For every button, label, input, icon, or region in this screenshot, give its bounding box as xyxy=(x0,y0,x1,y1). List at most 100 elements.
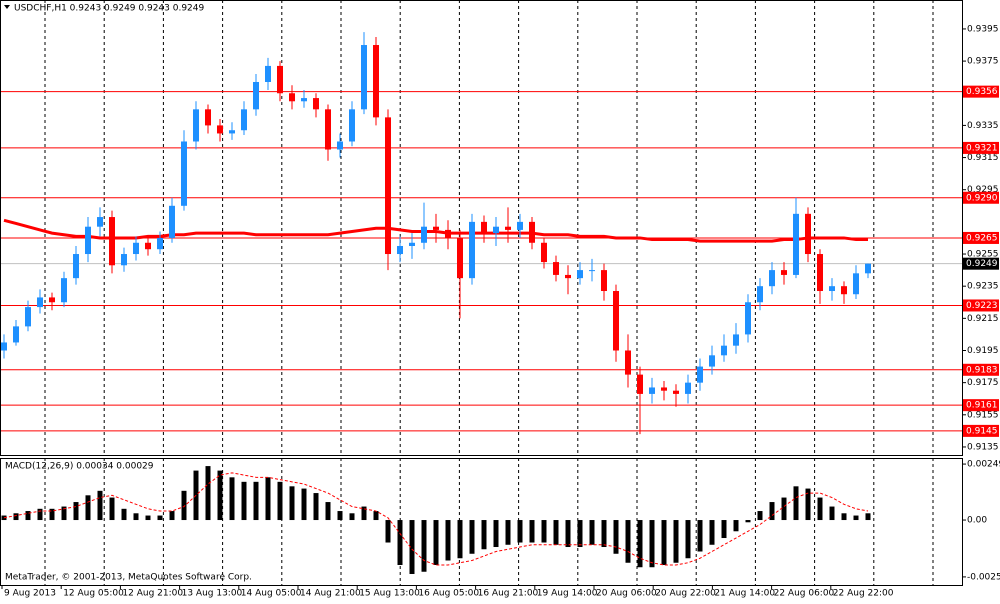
y-tick-label: 0.9195 xyxy=(967,346,999,356)
candle-body xyxy=(445,230,451,238)
macd-bar xyxy=(26,511,31,520)
candle-body xyxy=(169,206,175,238)
y-tick-label: 0.9375 xyxy=(967,57,999,67)
macd-bar xyxy=(470,520,475,554)
x-tick-label: 15 Aug 13:00 xyxy=(359,589,420,599)
candle-body xyxy=(241,109,247,130)
x-tick-label: 16 Aug 21:00 xyxy=(478,589,539,599)
macd-bar xyxy=(398,520,403,565)
macd-bar xyxy=(158,516,163,520)
macd-bar xyxy=(290,486,295,520)
y-tick-label: 0.9155 xyxy=(967,410,999,420)
macd-bar xyxy=(842,513,847,520)
candle-body xyxy=(505,227,511,230)
candle-body xyxy=(61,278,67,302)
macd-bar xyxy=(794,486,799,520)
x-tick-label: 14 Aug 05:00 xyxy=(241,589,302,599)
candle-body xyxy=(289,93,295,101)
macd-bar xyxy=(14,513,19,520)
chart-title: USDCHF,H1 0.9243 0.9249 0.9243 0.9249 xyxy=(14,4,204,14)
macd-bar xyxy=(758,511,763,520)
macd-bar xyxy=(818,498,823,520)
candle-body xyxy=(205,109,211,125)
macd-bar xyxy=(578,520,583,547)
macd-bar xyxy=(350,513,355,520)
y-tick-label: 0.9235 xyxy=(967,282,999,292)
level-label: 0.9265 xyxy=(966,233,998,243)
candle-body xyxy=(661,387,667,390)
macd-bar xyxy=(830,507,835,520)
macd-bar xyxy=(734,520,739,531)
candle-body xyxy=(817,254,823,291)
x-tick-label: 19 Aug 14:00 xyxy=(537,589,598,599)
candle-body xyxy=(457,238,463,278)
candle-body xyxy=(649,387,655,393)
y-tick-label: 0.9315 xyxy=(967,153,999,163)
macd-bar xyxy=(110,498,115,520)
y-tick-label: 0.00249 xyxy=(967,460,1000,470)
candle-body xyxy=(97,217,103,227)
candle-body xyxy=(529,222,535,243)
candle-body xyxy=(793,214,799,275)
macd-bar xyxy=(374,511,379,520)
macd-bar xyxy=(482,520,487,549)
candle-body xyxy=(781,270,787,275)
candle-body xyxy=(13,326,19,342)
macd-bar xyxy=(278,482,283,520)
macd-bar xyxy=(182,491,187,520)
macd-bar xyxy=(458,520,463,558)
macd-bar xyxy=(386,520,391,542)
macd-bar xyxy=(542,520,547,542)
y-tick-label: -0.00253 xyxy=(967,572,1000,582)
macd-bar xyxy=(650,520,655,567)
macd-bar xyxy=(722,520,727,538)
candle-body xyxy=(421,227,427,243)
candle-body xyxy=(397,246,403,254)
x-tick-label: 20 Aug 22:00 xyxy=(655,589,716,599)
candle-body xyxy=(409,243,415,246)
macd-bar xyxy=(38,509,43,520)
x-tick-label: 21 Aug 14:00 xyxy=(714,589,775,599)
macd-bar xyxy=(218,471,223,520)
y-tick-label: 0.9175 xyxy=(967,378,999,388)
macd-bar xyxy=(242,482,247,520)
candle-body xyxy=(313,98,319,109)
macd-bar xyxy=(518,520,523,542)
x-tick-label: 22 Aug 22:00 xyxy=(833,589,894,599)
candle-body xyxy=(853,273,859,294)
x-tick-label: 16 Aug 05:00 xyxy=(418,589,479,599)
macd-bar xyxy=(446,520,451,560)
macd-bar xyxy=(86,495,91,520)
candle-body xyxy=(613,291,619,350)
candle-body xyxy=(373,45,379,117)
x-tick-label: 22 Aug 06:00 xyxy=(774,589,835,599)
candle-body xyxy=(697,367,703,383)
macd-bar xyxy=(254,482,259,520)
level-label: 0.9145 xyxy=(966,426,998,436)
macd-bar xyxy=(746,520,751,522)
x-tick-label: 20 Aug 06:00 xyxy=(596,589,657,599)
candle-body xyxy=(481,222,487,233)
candle-body xyxy=(217,125,223,133)
candle-body xyxy=(865,264,871,274)
candle-body xyxy=(601,270,607,291)
macd-bar xyxy=(98,491,103,520)
candle-body xyxy=(469,222,475,278)
candle-body xyxy=(253,82,259,109)
macd-bar xyxy=(122,509,127,520)
candle-body xyxy=(577,270,583,278)
macd-bar xyxy=(710,520,715,545)
macd-bar xyxy=(206,466,211,520)
candle-body xyxy=(385,117,391,254)
level-label: 0.9161 xyxy=(966,401,998,411)
candle-body xyxy=(121,254,127,265)
candle-body xyxy=(541,243,547,262)
macd-bar xyxy=(866,513,871,520)
candle-body xyxy=(73,254,79,278)
candle-body xyxy=(277,66,283,93)
macd-bar xyxy=(146,516,151,520)
candle-body xyxy=(685,383,691,394)
candle-body xyxy=(1,342,7,350)
macd-bar xyxy=(266,477,271,520)
